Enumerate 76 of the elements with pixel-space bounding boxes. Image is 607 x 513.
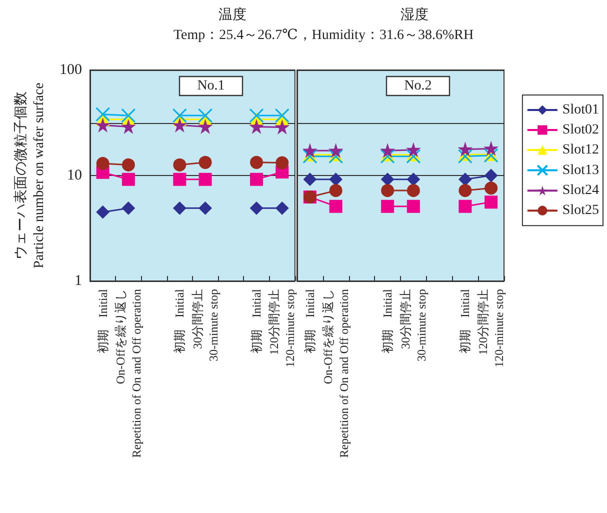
point (329, 144, 342, 158)
x-tick-label: On-Offを繰り返し Repetition of On and Off operation (320, 289, 351, 458)
text: No.1 (197, 78, 225, 94)
point (250, 156, 264, 169)
y-tick-label: 10 (67, 168, 82, 184)
point (458, 172, 472, 186)
point (276, 120, 289, 134)
point (329, 172, 342, 186)
point (329, 184, 342, 198)
point (303, 144, 316, 158)
point (381, 144, 394, 158)
legend-label: Slot02 (562, 122, 600, 138)
point (121, 108, 136, 123)
x-tick-label: 30分間停止 30-minute stop (190, 289, 220, 362)
point (274, 108, 290, 123)
point (458, 142, 472, 156)
point (173, 158, 186, 172)
point (406, 200, 420, 213)
x-tick-label: On-Offを繰り返し Repetition of On and Off operation (113, 289, 144, 458)
y-tick-label: 100 (60, 62, 82, 78)
point (250, 202, 264, 215)
point (250, 120, 264, 134)
x-tick-label: 120分間停止 120-minute stop (476, 289, 506, 368)
x-tick-label: 初期 Initial (250, 288, 264, 354)
point (303, 172, 316, 186)
legend-label: Slot25 (562, 203, 600, 218)
point (484, 169, 498, 182)
text: No.2 (404, 78, 432, 94)
point (122, 172, 135, 186)
point (329, 200, 342, 213)
point (484, 182, 498, 195)
point (249, 108, 264, 123)
x-tick-label: 30分間停止 30-minute stop (398, 289, 428, 362)
point (381, 172, 394, 186)
point (173, 172, 186, 186)
point (458, 184, 472, 198)
x-tick-label: 初期 Initial (458, 288, 472, 354)
point (96, 107, 110, 122)
point (381, 200, 394, 213)
legend-label: Slot01 (562, 102, 600, 118)
point (122, 120, 135, 134)
legend-label: Slot12 (562, 142, 600, 158)
point (406, 184, 420, 198)
x-tick-label: 初期 Initial (96, 288, 110, 354)
y-axis-title: ウェーハ表面の微粒子個数 Particle number on wafer surface (13, 82, 48, 268)
point (198, 156, 212, 169)
point (198, 172, 212, 186)
point (96, 156, 110, 170)
point (96, 206, 110, 219)
point (198, 202, 212, 215)
point (198, 120, 212, 134)
legend-label: Slot24 (562, 183, 600, 198)
point (96, 118, 110, 132)
point (276, 202, 289, 215)
x-tick-label: 初期 Initial (380, 288, 395, 354)
point (484, 142, 498, 156)
point (276, 156, 289, 170)
point (173, 118, 186, 132)
text: 温度 湿度 (218, 6, 430, 25)
point (250, 172, 264, 186)
x-tick-label: 120分間停止 120-minute stop (267, 289, 298, 368)
y-tick-label: 1 (74, 273, 82, 289)
text: Temp：25.4～26.7℃，Humidity：31.6～38.6%RH (172, 27, 475, 45)
point (458, 200, 472, 213)
point (122, 158, 135, 172)
point (381, 184, 394, 198)
x-tick-label: 初期 Initial (172, 288, 187, 354)
point (173, 202, 186, 215)
point (198, 108, 213, 123)
point (406, 143, 420, 156)
legend-label: Slot13 (562, 162, 600, 178)
point (122, 202, 135, 215)
point (406, 172, 420, 186)
point (484, 196, 498, 209)
point (172, 108, 187, 123)
x-tick-label: 初期 Initial (302, 288, 317, 354)
